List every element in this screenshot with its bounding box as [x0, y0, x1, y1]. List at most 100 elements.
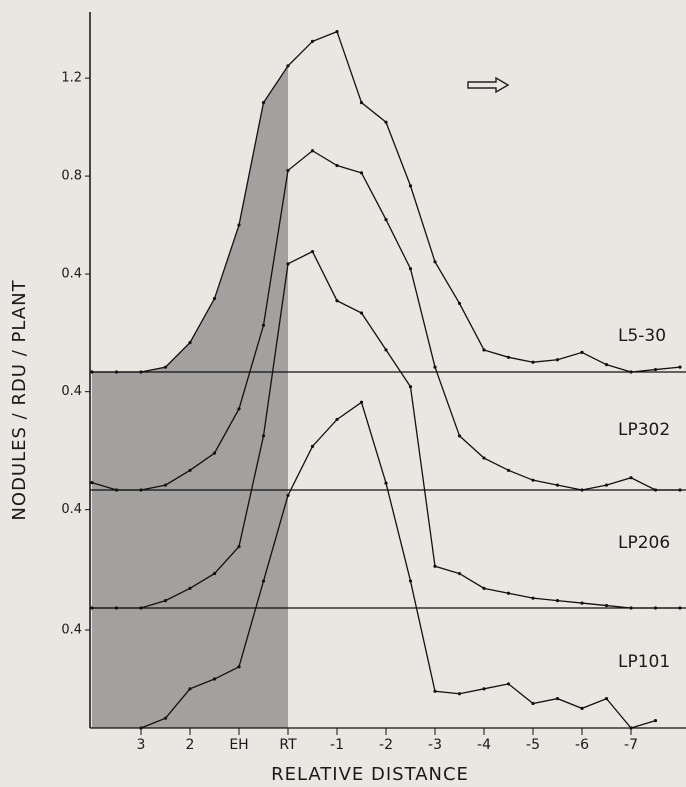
data-point [384, 120, 388, 124]
x-axis-label: RELATIVE DISTANCE [271, 764, 469, 785]
data-point [310, 39, 315, 43]
data-point [359, 400, 364, 404]
data-point [286, 493, 290, 497]
data-point [580, 601, 584, 605]
data-point [335, 299, 339, 303]
data-point [678, 488, 682, 492]
data-point [212, 296, 217, 301]
data-point [482, 687, 486, 691]
arrow [467, 76, 510, 94]
data-point [310, 149, 315, 153]
data-point [384, 348, 388, 352]
data-point [604, 363, 609, 367]
data-point [261, 579, 266, 583]
data-point [359, 101, 364, 105]
data-point [506, 591, 511, 595]
data-point [163, 599, 168, 603]
data-point [188, 586, 192, 590]
x-tick-label: -7 [624, 737, 638, 753]
data-point [408, 267, 413, 271]
x-tick-label: -1 [330, 737, 344, 753]
data-point [629, 476, 633, 480]
data-point [286, 262, 290, 266]
x-tick-label: -2 [379, 737, 393, 753]
x-tick-label: RT [279, 737, 297, 753]
data-point [384, 481, 388, 485]
data-point [555, 697, 560, 701]
y-tick-label: 1.2 [61, 71, 82, 86]
data-point [531, 596, 535, 600]
data-point [433, 365, 437, 369]
data-point [629, 726, 633, 730]
data-point [457, 434, 462, 438]
data-point [433, 564, 437, 568]
data-line [140, 401, 656, 729]
data-point [90, 481, 94, 485]
data-point [139, 606, 143, 610]
data-point [457, 571, 462, 576]
y-tick-label: 0.4 [61, 623, 82, 638]
panel-label: LP302 [618, 420, 670, 440]
data-point [114, 606, 119, 610]
data-point [310, 249, 315, 254]
data-point [555, 358, 560, 362]
data-point [335, 417, 339, 422]
shaded-region [92, 65, 288, 728]
data-point [604, 483, 609, 487]
data-point [90, 606, 94, 610]
data-point [531, 478, 535, 482]
data-point [237, 665, 241, 669]
x-tick-label: -6 [575, 737, 589, 753]
data-point [506, 355, 511, 359]
y-tick-label: 0.4 [61, 267, 82, 282]
data-point [580, 350, 584, 355]
data-point [678, 365, 682, 369]
data-point [408, 385, 413, 389]
data-point [310, 444, 315, 448]
data-point [482, 348, 486, 352]
data-point [629, 606, 633, 610]
data-point [139, 488, 143, 492]
data-point [359, 171, 364, 175]
data-point [261, 323, 266, 327]
data-point [506, 468, 511, 472]
data-point [212, 451, 217, 455]
data-point [433, 260, 437, 264]
data-point [629, 370, 633, 374]
y-axis-label: NODULES / RDU / PLANT [9, 279, 30, 520]
data-point [457, 692, 462, 696]
data-point [457, 301, 462, 306]
data-point [188, 687, 192, 691]
data-point [212, 571, 217, 576]
data-point [580, 706, 584, 711]
panel-label: LP101 [618, 652, 670, 672]
data-point [163, 716, 168, 720]
data-point [506, 682, 511, 686]
data-point [114, 370, 119, 374]
data-point [261, 101, 266, 105]
data-point [580, 488, 584, 492]
data-point [653, 719, 658, 723]
data-point [188, 341, 192, 345]
data-point [163, 365, 168, 369]
data-point [359, 311, 364, 315]
data-point [604, 603, 609, 608]
y-tick-label: 0.4 [61, 384, 82, 399]
data-point [237, 223, 241, 227]
data-point [408, 184, 413, 188]
y-tick-label: 0.8 [61, 169, 82, 184]
x-tick-label: -4 [477, 737, 491, 753]
data-point [139, 370, 143, 374]
data-point [482, 456, 486, 460]
data-point [555, 599, 560, 603]
data-point [531, 360, 535, 364]
data-point [408, 579, 413, 583]
data-point [482, 586, 486, 590]
data-point [678, 606, 682, 610]
data-point [90, 370, 94, 374]
data-point [335, 29, 339, 34]
data-point [188, 468, 192, 472]
data-point [163, 483, 168, 487]
data-point [212, 677, 217, 681]
panel-label: LP206 [618, 533, 670, 553]
